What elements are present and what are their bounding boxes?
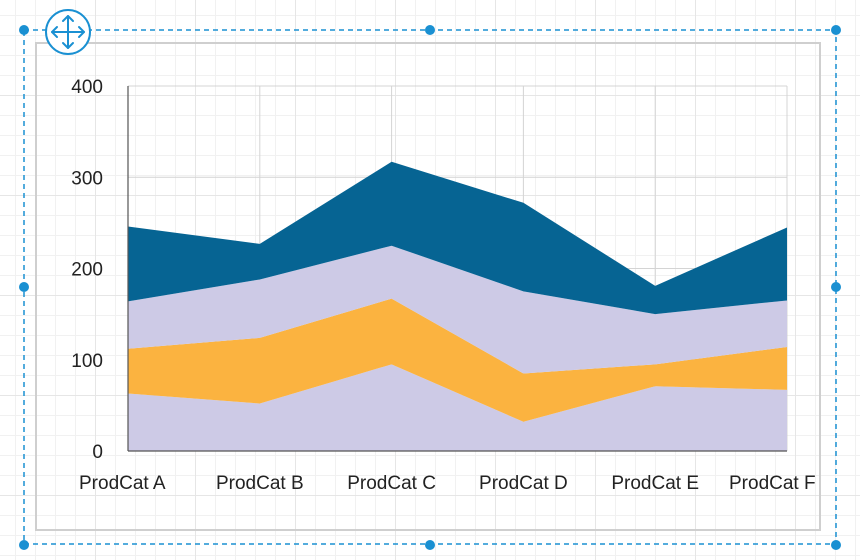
resize-handle-bottom-left[interactable] bbox=[19, 540, 29, 550]
x-tick-label: ProdCat B bbox=[216, 473, 304, 494]
y-tick-label: 0 bbox=[92, 442, 103, 463]
resize-handle-top-left[interactable] bbox=[19, 25, 29, 35]
resize-handle-bottom-right[interactable] bbox=[831, 540, 841, 550]
x-tick-label: ProdCat D bbox=[479, 473, 568, 494]
y-tick-label: 100 bbox=[71, 351, 103, 372]
resize-handle-top[interactable] bbox=[425, 25, 435, 35]
resize-handle-left[interactable] bbox=[19, 282, 29, 292]
resize-handle-bottom[interactable] bbox=[425, 540, 435, 550]
move-arrows-icon[interactable] bbox=[46, 10, 90, 54]
x-tick-label: ProdCat C bbox=[347, 473, 436, 494]
x-tick-label: ProdCat A bbox=[79, 473, 166, 494]
x-tick-label: ProdCat F bbox=[729, 473, 816, 494]
x-tick-label: ProdCat E bbox=[611, 473, 699, 494]
y-tick-label: 400 bbox=[71, 77, 103, 98]
area-series-group bbox=[128, 162, 787, 451]
x-tick-labels: ProdCat A ProdCat B ProdCat C ProdCat D Prod… bbox=[79, 473, 816, 494]
y-tick-label: 200 bbox=[71, 260, 103, 281]
y-tick-labels: 0 100 200 300 400 bbox=[71, 77, 103, 463]
resize-handle-right[interactable] bbox=[831, 282, 841, 292]
resize-handle-top-right[interactable] bbox=[831, 25, 841, 35]
y-tick-label: 300 bbox=[71, 168, 103, 189]
